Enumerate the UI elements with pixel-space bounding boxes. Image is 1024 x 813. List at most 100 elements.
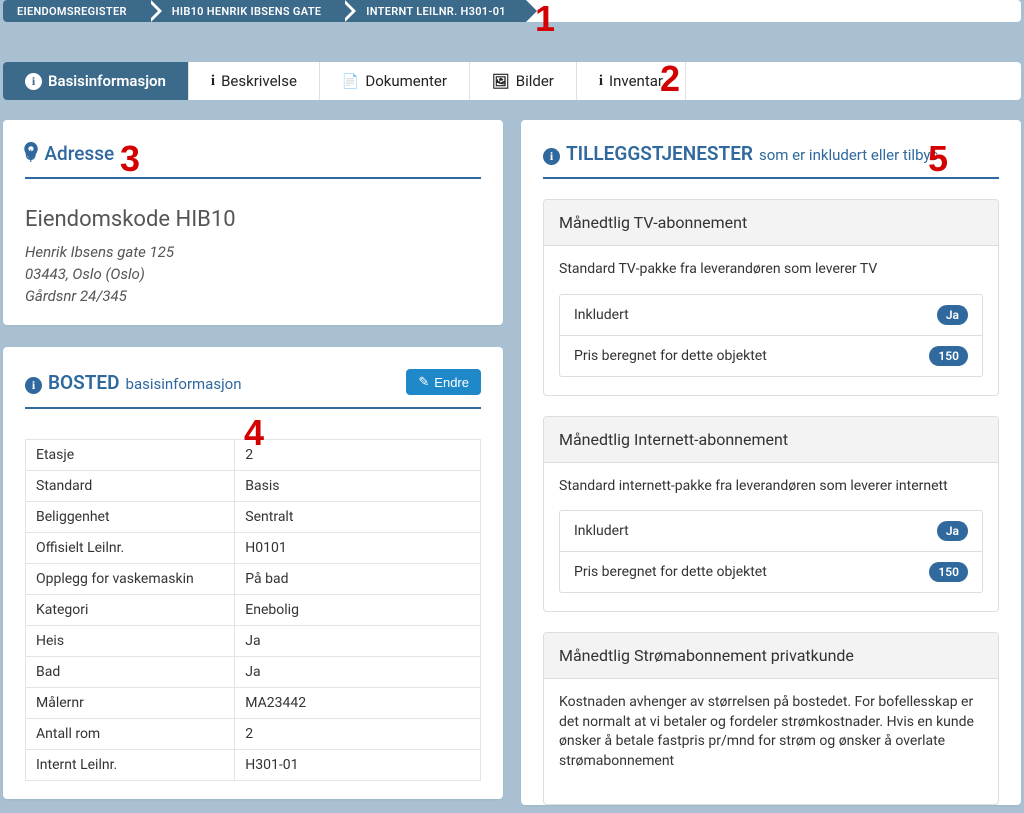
table-value: Ja (235, 626, 481, 657)
tab-label: Bilder (516, 72, 554, 90)
info-icon (25, 73, 42, 90)
table-key: Standard (26, 471, 235, 502)
table-value: 2 (235, 719, 481, 750)
panel-title: ⍦︎ Adresse (25, 142, 114, 165)
service-row-included: Inkludert Ja (560, 511, 982, 551)
table-value: H0101 (235, 533, 481, 564)
tab-beskrivelse[interactable]: i Beskrivelse (189, 62, 320, 100)
table-key: Bad (26, 657, 235, 688)
service-rows: Inkludert Ja Pris beregnet for dette objek… (559, 510, 983, 593)
right-column: TILLEGGSTJENESTER som er inkludert eller… (521, 120, 1021, 805)
table-key: Heis (26, 626, 235, 657)
table-value: Ja (235, 657, 481, 688)
info-icon: i (211, 73, 215, 90)
table-value: Basis (235, 471, 481, 502)
table-key: Målernr (26, 688, 235, 719)
left-column: ⍦︎ Adresse Eiendomskode HIB10 Henrik Ibs… (3, 120, 503, 805)
service-card: Månedtlig Internett-abonnement Standard i… (543, 416, 999, 613)
table-key: Opplegg for vaskemaskin (26, 564, 235, 595)
breadcrumb-item-unit[interactable]: INTERNT LEILNR. H301-01 (341, 0, 526, 22)
address-line: Henrik Ibsens gate 125 (25, 242, 481, 264)
service-card: Månedtlig TV-abonnement Standard TV-pakke… (543, 199, 999, 396)
table-row: HeisJa (26, 626, 481, 657)
table-value: Enebolig (235, 595, 481, 626)
price-badge: 150 (929, 346, 968, 366)
bosted-table: Etasje2StandardBasisBeliggenhetSentraltO… (25, 439, 481, 781)
table-row: Internt Leilnr.H301-01 (26, 750, 481, 781)
table-row: Opplegg for vaskemaskinPå bad (26, 564, 481, 595)
included-badge: Ja (937, 521, 968, 541)
panel-title: BOSTED basisinformasjon (25, 371, 242, 394)
table-key: Beliggenhet (26, 502, 235, 533)
panel-header: TILLEGGSTJENESTER som er inkludert eller… (543, 142, 999, 179)
table-value: På bad (235, 564, 481, 595)
info-icon (25, 377, 42, 394)
tab-label: Basisinformasjon (48, 72, 166, 90)
panel-header: BOSTED basisinformasjon ✎ Endre (25, 369, 481, 409)
included-badge: Ja (937, 305, 968, 325)
service-body: Kostnaden avhenger av størrelsen på bost… (544, 679, 998, 803)
table-value: Sentralt (235, 502, 481, 533)
tab-basisinformasjon[interactable]: Basisinformasjon (3, 62, 189, 100)
service-row-price: Pris beregnet for dette objektet 150 (560, 335, 982, 376)
service-row-price: Pris beregnet for dette objektet 150 (560, 551, 982, 592)
service-desc: Standard internett-pakke fra leverandøre… (559, 477, 983, 497)
table-value: 2 (235, 440, 481, 471)
services-panel: TILLEGGSTJENESTER som er inkludert eller… (521, 120, 1021, 805)
table-row: KategoriEnebolig (26, 595, 481, 626)
panel-title-text: Adresse (44, 142, 114, 165)
pin-icon (24, 142, 38, 160)
table-key: Antall rom (26, 719, 235, 750)
info-icon: i (599, 73, 603, 90)
edit-button-label: Endre (434, 375, 469, 390)
service-body: Standard TV-pakke fra leverandøren som l… (544, 246, 998, 395)
table-row: StandardBasis (26, 471, 481, 502)
panel-title-strong: TILLEGGSTJENESTER (566, 142, 753, 165)
main-content: ⍦︎ Adresse Eiendomskode HIB10 Henrik Ibs… (0, 100, 1024, 805)
table-row: Etasje2 (26, 440, 481, 471)
breadcrumb-item-property[interactable]: HIB10 HENRIK IBSENS GATE (147, 0, 342, 22)
service-rows: Inkludert Ja Pris beregnet for dette objek… (559, 294, 983, 377)
address-line: Gårdsnr 24/345 (25, 286, 481, 308)
tab-label: Beskrivelse (221, 72, 297, 90)
table-value: H301-01 (235, 750, 481, 781)
pencil-icon: ✎ (418, 374, 429, 390)
table-key: Etasje (26, 440, 235, 471)
bosted-panel: BOSTED basisinformasjon ✎ Endre Etasje2S… (3, 347, 503, 799)
row-label: Inkludert (574, 523, 629, 539)
table-key: Offisielt Leilnr. (26, 533, 235, 564)
info-icon (543, 148, 560, 165)
breadcrumb-item-root[interactable]: EIENDOMSREGISTER (3, 0, 147, 22)
price-badge: 150 (929, 562, 968, 582)
panel-title-sub: som er inkludert eller tilbys (759, 146, 938, 164)
tab-inventar[interactable]: i Inventar (577, 62, 686, 100)
service-title: Månedtlig Internett-abonnement (544, 417, 998, 463)
table-key: Internt Leilnr. (26, 750, 235, 781)
table-row: MålernrMA23442 (26, 688, 481, 719)
service-desc: Kostnaden avhenger av størrelsen på bost… (559, 693, 983, 771)
tabs: Basisinformasjon i Beskrivelse Dokumente… (3, 62, 1021, 100)
tab-dokumenter[interactable]: Dokumenter (320, 62, 470, 100)
tab-label: Inventar (609, 72, 663, 90)
table-key: Kategori (26, 595, 235, 626)
document-icon (342, 72, 359, 90)
service-desc: Standard TV-pakke fra leverandøren som l… (559, 260, 983, 280)
row-label: Pris beregnet for dette objektet (574, 564, 767, 580)
service-title: Månedtlig Strømabonnement privatkunde (544, 633, 998, 679)
service-body: Standard internett-pakke fra leverandøre… (544, 463, 998, 612)
panel-title: TILLEGGSTJENESTER som er inkludert eller… (543, 142, 938, 165)
table-row: Offisielt Leilnr.H0101 (26, 533, 481, 564)
service-title: Månedtlig TV-abonnement (544, 200, 998, 246)
service-card: Månedtlig Strømabonnement privatkunde Kos… (543, 632, 999, 804)
table-row: BeliggenhetSentralt (26, 502, 481, 533)
image-icon (492, 72, 510, 90)
row-label: Pris beregnet for dette objektet (574, 348, 767, 364)
table-value: MA23442 (235, 688, 481, 719)
tab-bilder[interactable]: Bilder (470, 62, 577, 100)
services-list: Månedtlig TV-abonnement Standard TV-pakke… (543, 199, 999, 805)
panel-title-sub: basisinformasjon (126, 375, 242, 393)
address-line: 03443, Oslo (Oslo) (25, 264, 481, 286)
edit-button[interactable]: ✎ Endre (406, 369, 481, 395)
row-label: Inkludert (574, 307, 629, 323)
panel-title-strong: BOSTED (48, 371, 120, 394)
